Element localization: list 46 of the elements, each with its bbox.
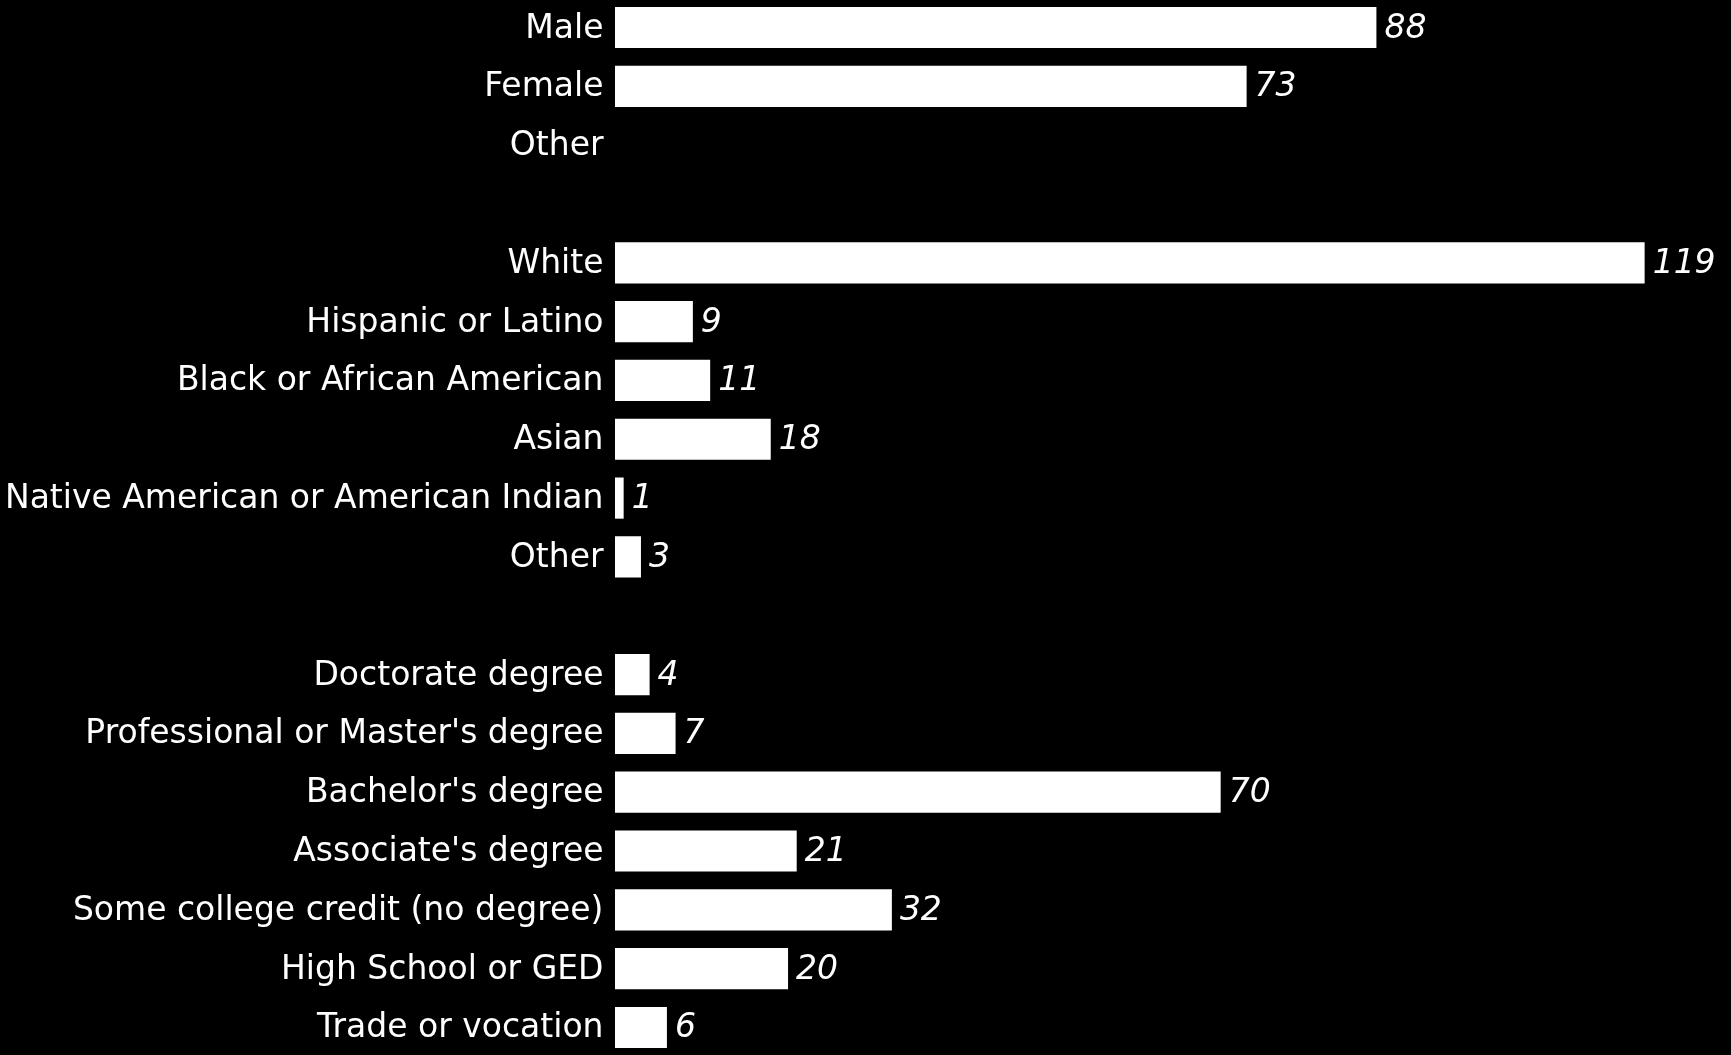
y-tick-label: Female xyxy=(484,65,604,105)
data-label: 3 xyxy=(648,535,670,575)
bar xyxy=(615,301,693,343)
bar xyxy=(615,65,1247,107)
data-label: 1 xyxy=(631,477,653,517)
data-label: 32 xyxy=(899,888,942,928)
y-tick-label: Black or African American xyxy=(176,359,604,399)
y-tick-label: Male xyxy=(525,6,604,46)
bar xyxy=(615,712,676,754)
bar xyxy=(615,536,641,578)
data-label: 18 xyxy=(778,418,821,458)
bar xyxy=(615,830,797,872)
data-label: 88 xyxy=(1384,6,1427,46)
y-tick-label: Bachelor's degree xyxy=(305,771,604,811)
bar xyxy=(615,771,1221,813)
data-label: 119 xyxy=(1652,241,1716,281)
bar xyxy=(615,1006,667,1049)
y-tick-label: Professional or Master's degree xyxy=(85,712,604,752)
bar xyxy=(615,948,789,990)
data-label: 6 xyxy=(674,1006,696,1046)
data-label: 9 xyxy=(700,300,722,340)
data-label: 73 xyxy=(1254,65,1297,105)
y-tick-label: Other xyxy=(509,124,604,164)
y-tick-label: White xyxy=(507,241,604,281)
data-label: 21 xyxy=(804,830,847,870)
y-tick-label: Trade or vocation xyxy=(316,1006,604,1046)
y-tick-label: Doctorate degree xyxy=(313,653,604,693)
data-label: 20 xyxy=(796,947,839,987)
bar xyxy=(615,477,624,519)
bar xyxy=(615,242,1645,284)
bar xyxy=(615,653,650,696)
y-tick-label: Associate's degree xyxy=(293,830,604,870)
data-label: 7 xyxy=(683,712,705,752)
y-tick-label: High School or GED xyxy=(281,947,604,987)
y-tick-label: Other xyxy=(509,535,604,575)
bar xyxy=(615,359,711,402)
y-tick-label: Native American or American Indian xyxy=(4,477,604,517)
data-label: 11 xyxy=(718,359,761,399)
y-tick-label: Hispanic or Latino xyxy=(306,300,604,340)
bar xyxy=(615,418,771,460)
y-tick-label: Some college credit (no degree) xyxy=(72,888,604,928)
y-tick-label: Asian xyxy=(513,418,604,458)
bar xyxy=(615,889,892,931)
data-label: 70 xyxy=(1228,771,1271,811)
data-label: 4 xyxy=(657,653,679,693)
bar xyxy=(615,6,1377,49)
